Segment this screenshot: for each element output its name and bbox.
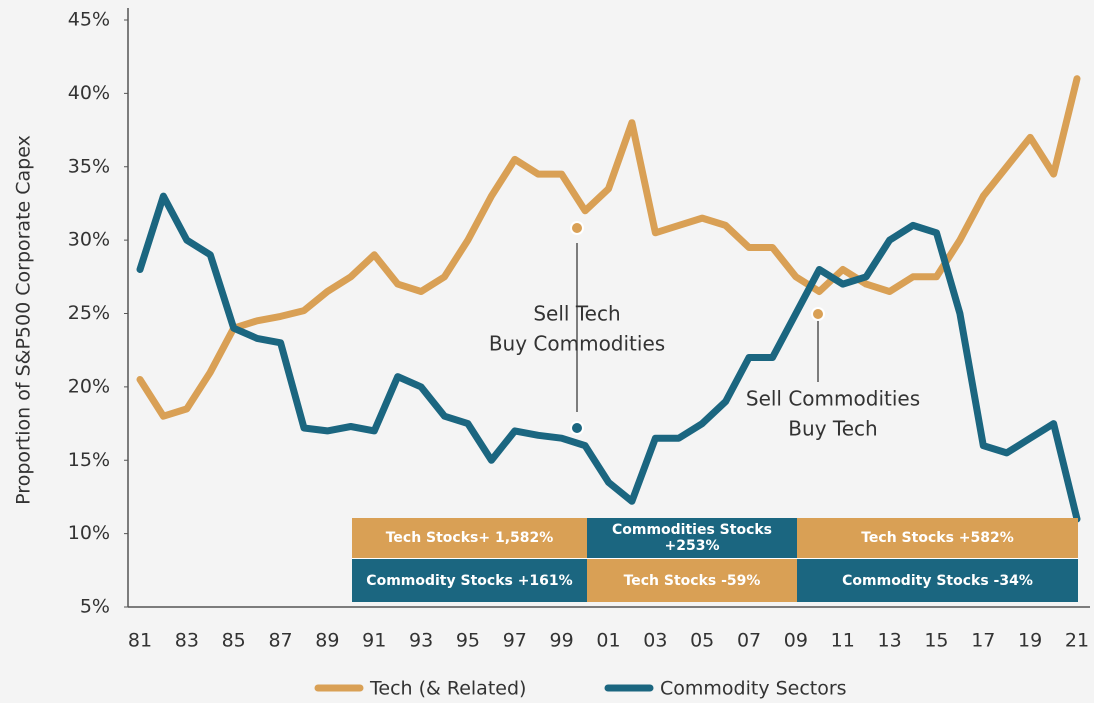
annotation-text: Sell Tech <box>533 302 620 326</box>
annotation-dot <box>571 422 583 434</box>
y-tick-label: 15% <box>68 449 110 471</box>
legend-label: Commodity Sectors <box>660 678 847 700</box>
y-tick-label: 45% <box>68 9 110 31</box>
annotation-text: Buy Commodities <box>489 332 665 356</box>
table-cell: Tech Stocks+ 1,582% <box>352 518 587 559</box>
y-tick-label: 25% <box>68 302 110 324</box>
table-cell: Commodity Stocks -34% <box>797 559 1078 602</box>
x-tick-label: 83 <box>175 630 199 652</box>
x-tick-label: 13 <box>878 630 902 652</box>
y-axis-label: Proportion of S&P500 Corporate Capex <box>13 135 35 505</box>
x-tick-label: 81 <box>128 630 152 652</box>
x-tick-label: 17 <box>971 630 995 652</box>
x-tick-label: 09 <box>784 630 808 652</box>
x-tick-label: 95 <box>456 630 480 652</box>
y-tick-label: 5% <box>80 596 110 618</box>
annotation-text: Sell Commodities <box>746 387 920 411</box>
x-tick-label: 03 <box>643 630 667 652</box>
x-tick-label: 93 <box>409 630 433 652</box>
x-tick-label: 85 <box>222 630 246 652</box>
x-tick-label: 19 <box>1018 630 1042 652</box>
x-tick-label: 99 <box>550 630 574 652</box>
x-tick-label: 15 <box>924 630 948 652</box>
legend-label: Tech (& Related) <box>369 678 526 700</box>
table-cell: Commodities Stocks +253% <box>587 518 797 559</box>
table-cell: Tech Stocks +582% <box>797 518 1078 559</box>
annotation-text: Buy Tech <box>788 417 877 441</box>
x-tick-label: 01 <box>596 630 620 652</box>
y-tick-label: 10% <box>68 522 110 544</box>
y-tick-label: 30% <box>68 229 110 251</box>
x-tick-label: 97 <box>503 630 527 652</box>
series-line <box>140 79 1077 417</box>
y-tick-label: 20% <box>68 375 110 397</box>
x-tick-label: 05 <box>690 630 714 652</box>
series-line <box>140 196 1077 519</box>
page: Proportion of S&P500 Corporate Capex 5% 1… <box>0 0 1094 703</box>
x-tick-label: 07 <box>737 630 761 652</box>
x-tick-label: 91 <box>362 630 386 652</box>
y-tick-label: 40% <box>68 82 110 104</box>
table-cell: Tech Stocks -59% <box>587 559 797 602</box>
y-tick-label: 35% <box>68 155 110 177</box>
x-tick-label: 89 <box>315 630 339 652</box>
x-tick-label: 21 <box>1065 630 1089 652</box>
annotation-dot <box>812 308 824 320</box>
annotation-dot <box>571 222 583 234</box>
x-tick-label: 87 <box>268 630 292 652</box>
table-cell: Commodity Stocks +161% <box>352 559 587 602</box>
x-tick-label: 11 <box>831 630 855 652</box>
